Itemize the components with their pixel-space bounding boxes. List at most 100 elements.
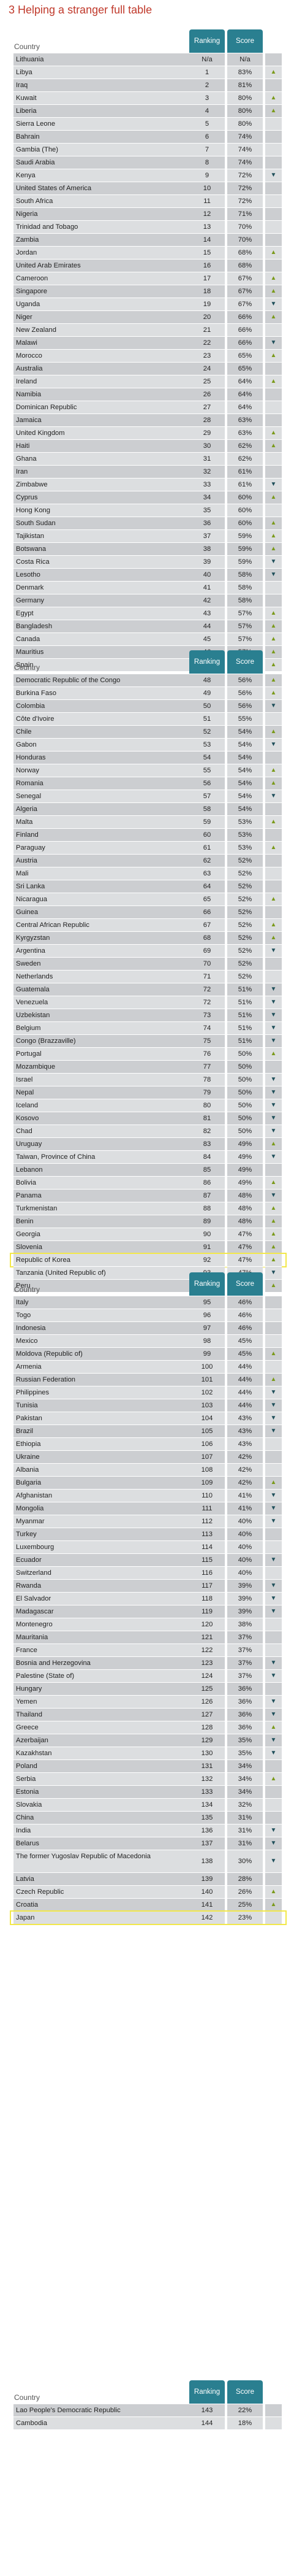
country-name: Ireland: [16, 378, 37, 385]
country-name: Malawi: [16, 339, 37, 347]
ranking-value: 54: [203, 754, 211, 761]
cell-background: [189, 466, 225, 478]
cell-background: [265, 1438, 282, 1450]
country-name: Afghanistan: [16, 1492, 53, 1499]
score-value: 57%: [238, 636, 252, 643]
cell-background: [189, 1631, 225, 1644]
cell-background: [189, 713, 225, 725]
score-value: 67%: [238, 275, 252, 282]
trend-down-icon: ▼: [270, 1428, 277, 1434]
trend-down-icon: ▼: [270, 986, 277, 993]
country-name: Honduras: [16, 754, 46, 761]
ranking-value: 28: [203, 417, 211, 424]
score-value: 60%: [238, 520, 252, 527]
cell-background: [13, 996, 189, 1009]
cell-background: [13, 1202, 189, 1215]
cell-background: [227, 2404, 263, 2416]
country-name: Gabon: [16, 741, 37, 748]
ranking-value: 91: [203, 1244, 211, 1251]
cell-background: [265, 285, 282, 298]
cell-background: [189, 1322, 225, 1334]
cell-background: [227, 195, 263, 207]
cell-background: [13, 556, 189, 568]
trend-down-icon: ▼: [270, 1737, 277, 1744]
cell-background: [227, 182, 263, 194]
cell-background: [265, 1125, 282, 1137]
cell-background: [189, 958, 225, 970]
cell-background: [189, 491, 225, 504]
ranking-value: 18: [203, 288, 211, 295]
score-value: 37%: [238, 1634, 252, 1641]
cell-background: [227, 893, 263, 905]
cell-background: [189, 1696, 225, 1708]
cell-background: [13, 1164, 189, 1176]
cell-background: [13, 1112, 189, 1125]
trend-down-icon: ▼: [270, 1128, 277, 1134]
trend-down-icon: ▼: [270, 741, 277, 748]
ranking-value: 101: [201, 1376, 213, 1383]
cell-background: [13, 1567, 189, 1579]
cell-background: [13, 208, 189, 220]
cell-background: [189, 517, 225, 529]
trend-down-icon: ▼: [270, 1595, 277, 1602]
cell-background: [227, 1125, 263, 1137]
cell-background: [227, 880, 263, 893]
ranking-value: 144: [201, 2420, 213, 2427]
cell-background: [189, 1464, 225, 1476]
country-column-header: Country: [14, 663, 40, 672]
ranking-value: 79: [203, 1089, 211, 1096]
ranking-value: 3: [205, 94, 209, 102]
cell-background: [265, 1464, 282, 1476]
cell-background: [227, 842, 263, 854]
cell-background: [265, 337, 282, 349]
cell-background: [13, 1215, 189, 1228]
country-name: Latvia: [16, 1875, 34, 1883]
score-value: 52%: [238, 883, 252, 890]
cell-background: [189, 867, 225, 880]
cell-background: [13, 350, 189, 362]
cell-background: [189, 1554, 225, 1566]
cell-background: [13, 620, 189, 632]
cell-background: [189, 764, 225, 777]
trend-down-icon: ▼: [270, 1402, 277, 1409]
ranking-value: 97: [203, 1325, 211, 1332]
cell-background: [265, 2417, 282, 2429]
ranking-value: 73: [203, 1012, 211, 1019]
cell-background: [265, 1061, 282, 1073]
cell-background: [13, 867, 189, 880]
cell-background: [227, 1464, 263, 1476]
cell-background: [189, 1709, 225, 1721]
cell-background: [227, 1515, 263, 1528]
score-value: 39%: [238, 1608, 252, 1615]
cell-background: [227, 401, 263, 413]
score-value: 60%: [238, 494, 252, 501]
cell-background: [13, 1438, 189, 1450]
score-value: 53%: [238, 831, 252, 839]
country-name: Norway: [16, 767, 39, 774]
cell-background: [189, 1899, 225, 1911]
table-row: Algeria 58 54%: [13, 802, 282, 815]
cell-background: [265, 1899, 282, 1911]
cell-background: [189, 1605, 225, 1618]
cell-background: [227, 1899, 263, 1911]
table-row: Niger 20 66% ▲: [13, 310, 282, 323]
cell-background: [227, 337, 263, 349]
ranking-value: 108: [201, 1466, 213, 1474]
cell-background: [227, 1309, 263, 1321]
score-value: 55%: [238, 715, 252, 723]
table-row: United States of America 10 72%: [13, 182, 282, 194]
cell-background: [227, 1670, 263, 1682]
score-value: 37%: [238, 1672, 252, 1680]
ranking-value: 23: [203, 352, 211, 359]
ranking-value: 6: [205, 133, 209, 140]
cell-background: [13, 1644, 189, 1656]
country-name: Belgium: [16, 1025, 41, 1032]
table-row: Côte d'Ivoire 51 55%: [13, 712, 282, 725]
cell-background: [189, 221, 225, 233]
country-name: Tanzania (United Republic of): [16, 1269, 106, 1277]
country-name: Paraguay: [16, 844, 45, 852]
cell-background: [13, 1280, 189, 1292]
country-name: Armenia: [16, 1363, 42, 1371]
cell-background: [227, 1254, 263, 1266]
score-value: 52%: [238, 870, 252, 877]
